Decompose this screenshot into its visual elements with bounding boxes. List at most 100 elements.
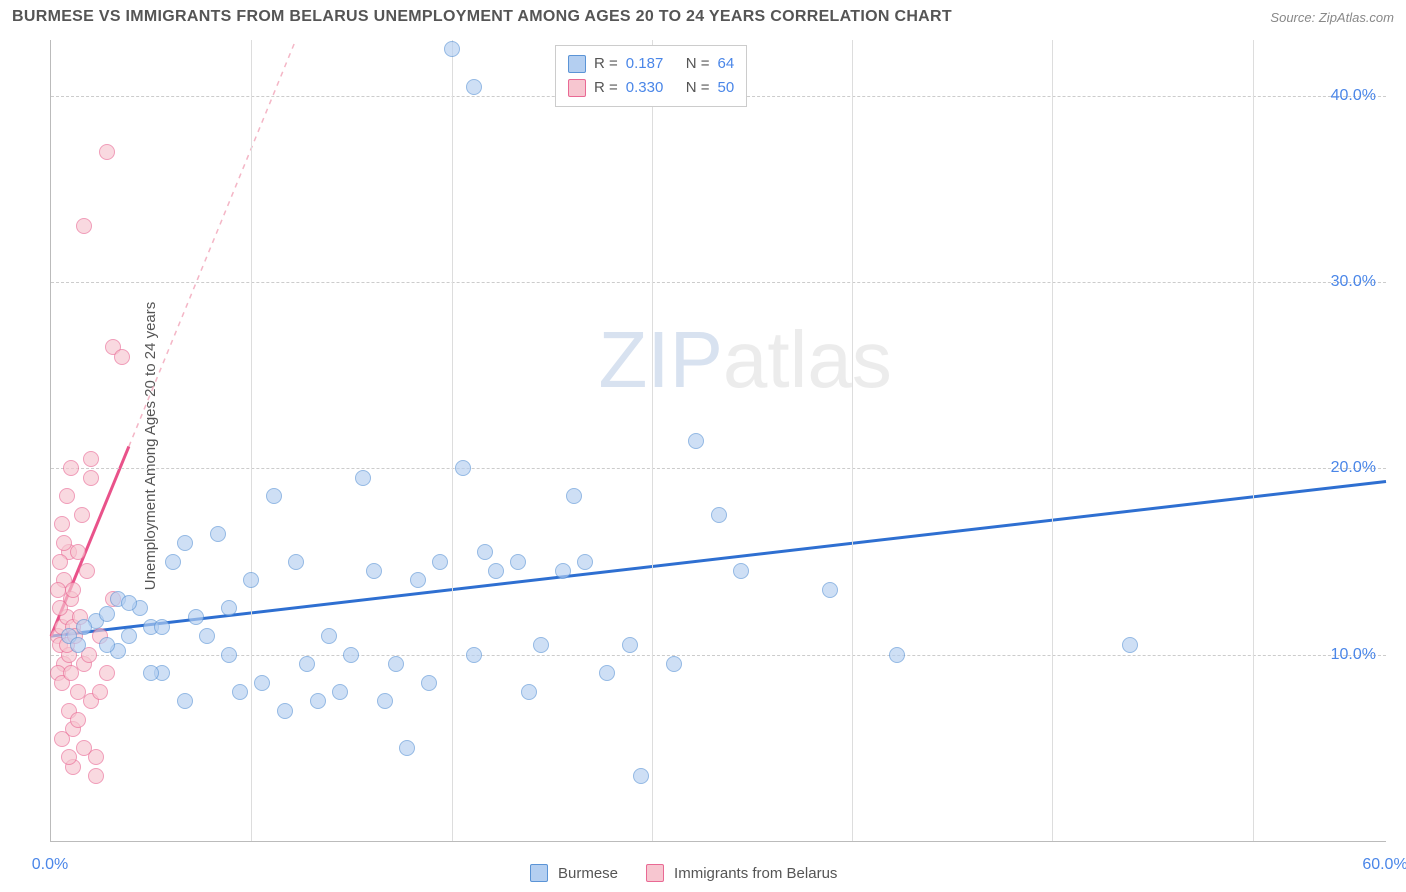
gridline-v — [1253, 40, 1254, 841]
data-point — [177, 693, 193, 709]
chart-plot-area: ZIPatlas 10.0%20.0%30.0%40.0% — [50, 40, 1386, 842]
data-point — [521, 684, 537, 700]
legend-swatch — [530, 864, 548, 882]
data-point — [432, 554, 448, 570]
data-point — [232, 684, 248, 700]
data-point — [74, 507, 90, 523]
data-point — [254, 675, 270, 691]
data-point — [577, 554, 593, 570]
data-point — [733, 563, 749, 579]
data-point — [343, 647, 359, 663]
data-point — [566, 488, 582, 504]
data-point — [114, 349, 130, 365]
data-point — [88, 768, 104, 784]
data-point — [221, 600, 237, 616]
legend-r-value: 0.330 — [626, 76, 678, 100]
legend-swatch — [568, 79, 586, 97]
chart-header: BURMESE VS IMMIGRANTS FROM BELARUS UNEMP… — [12, 8, 1394, 26]
data-point — [444, 41, 460, 57]
x-tick-label: 60.0% — [1362, 856, 1406, 874]
data-point — [54, 731, 70, 747]
data-point — [143, 665, 159, 681]
legend-swatch — [646, 864, 664, 882]
trendline-dashed — [129, 40, 296, 446]
legend-n-value: 50 — [718, 76, 735, 100]
series-legend: Burmese Immigrants from Belarus — [530, 864, 855, 882]
data-point — [633, 768, 649, 784]
data-point — [165, 554, 181, 570]
data-point — [99, 144, 115, 160]
data-point — [63, 460, 79, 476]
data-point — [121, 595, 137, 611]
data-point — [70, 637, 86, 653]
correlation-legend: R =0.187N =64R =0.330N =50 — [555, 45, 747, 107]
data-point — [188, 609, 204, 625]
data-point — [688, 433, 704, 449]
chart-title: BURMESE VS IMMIGRANTS FROM BELARUS UNEMP… — [12, 8, 952, 26]
data-point — [533, 637, 549, 653]
gridline-v — [852, 40, 853, 841]
data-point — [277, 703, 293, 719]
data-point — [79, 563, 95, 579]
data-point — [288, 554, 304, 570]
gridline-v — [452, 40, 453, 841]
legend-row: R =0.187N =64 — [568, 52, 734, 76]
data-point — [50, 582, 66, 598]
data-point — [822, 582, 838, 598]
data-point — [310, 693, 326, 709]
data-point — [889, 647, 905, 663]
y-tick-label: 30.0% — [1331, 273, 1376, 291]
data-point — [83, 470, 99, 486]
data-point — [243, 572, 259, 588]
data-point — [332, 684, 348, 700]
data-point — [99, 665, 115, 681]
data-point — [52, 554, 68, 570]
data-point — [299, 656, 315, 672]
legend-label: Burmese — [558, 865, 618, 882]
data-point — [121, 628, 137, 644]
legend-n-label: N = — [686, 52, 710, 76]
data-point — [622, 637, 638, 653]
data-point — [52, 600, 68, 616]
data-point — [510, 554, 526, 570]
data-point — [92, 684, 108, 700]
legend-n-label: N = — [686, 76, 710, 100]
gridline-v — [652, 40, 653, 841]
y-tick-label: 10.0% — [1331, 646, 1376, 664]
data-point — [70, 544, 86, 560]
data-point — [177, 535, 193, 551]
data-point — [199, 628, 215, 644]
data-point — [154, 619, 170, 635]
data-point — [210, 526, 226, 542]
y-tick-label: 40.0% — [1331, 87, 1376, 105]
legend-r-value: 0.187 — [626, 52, 678, 76]
data-point — [1122, 637, 1138, 653]
legend-r-label: R = — [594, 52, 618, 76]
data-point — [99, 637, 115, 653]
data-point — [99, 606, 115, 622]
legend-row: R =0.330N =50 — [568, 76, 734, 100]
data-point — [76, 218, 92, 234]
data-point — [599, 665, 615, 681]
data-point — [70, 712, 86, 728]
data-point — [711, 507, 727, 523]
data-point — [666, 656, 682, 672]
y-tick-label: 20.0% — [1331, 459, 1376, 477]
data-point — [355, 470, 371, 486]
data-point — [221, 647, 237, 663]
data-point — [466, 647, 482, 663]
gridline-v — [251, 40, 252, 841]
data-point — [65, 582, 81, 598]
data-point — [76, 619, 92, 635]
data-point — [410, 572, 426, 588]
legend-swatch — [568, 55, 586, 73]
legend-label: Immigrants from Belarus — [674, 865, 837, 882]
data-point — [54, 516, 70, 532]
gridline-v — [1052, 40, 1053, 841]
data-point — [555, 563, 571, 579]
data-point — [61, 749, 77, 765]
data-point — [366, 563, 382, 579]
source-label: Source: ZipAtlas.com — [1270, 10, 1394, 25]
data-point — [83, 451, 99, 467]
data-point — [88, 749, 104, 765]
